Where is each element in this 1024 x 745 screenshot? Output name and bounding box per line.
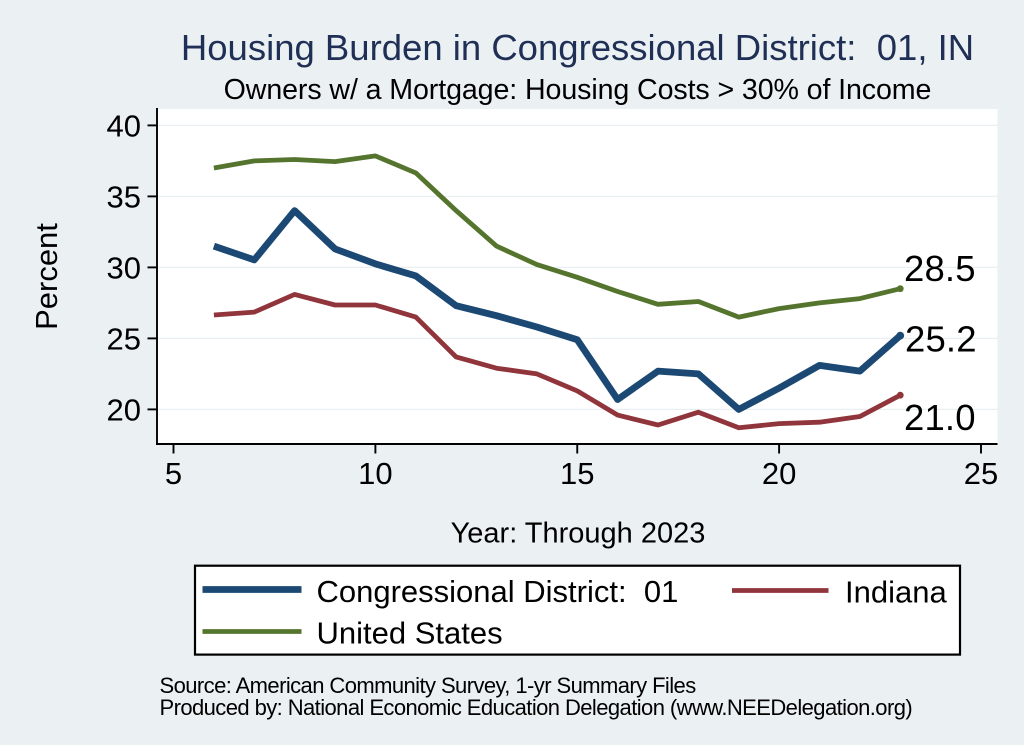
svg-text:15: 15	[560, 456, 594, 491]
svg-text:Source: American Community Sur: Source: American Community Survey, 1-yr …	[160, 673, 697, 698]
svg-text:Congressional District: 01: Congressional District: 01	[317, 574, 679, 609]
svg-text:20: 20	[762, 456, 796, 491]
svg-text:Owners w/ a Mortgage: Housing: Owners w/ a Mortgage: Housing Costs > 30…	[224, 74, 932, 106]
svg-text:25: 25	[964, 456, 998, 491]
svg-text:28.5: 28.5	[904, 248, 976, 289]
svg-text:20: 20	[107, 393, 141, 428]
svg-text:Percent: Percent	[29, 223, 64, 330]
svg-text:5: 5	[165, 456, 182, 491]
svg-text:21.0: 21.0	[904, 397, 976, 438]
svg-text:Year: Through 2023: Year: Through 2023	[451, 518, 706, 550]
svg-text:30: 30	[107, 251, 141, 286]
svg-text:35: 35	[107, 180, 141, 215]
svg-text:40: 40	[107, 109, 141, 144]
svg-text:10: 10	[358, 456, 392, 491]
svg-text:Indiana: Indiana	[845, 575, 947, 610]
svg-text:25: 25	[107, 322, 141, 357]
svg-text:25.2: 25.2	[905, 319, 977, 360]
svg-text:Produced by: National Economic: Produced by: National Economic Education…	[160, 695, 913, 720]
svg-text:United States: United States	[317, 616, 503, 651]
svg-text:Housing Burden in Congressiona: Housing Burden in Congressional District…	[181, 27, 974, 68]
